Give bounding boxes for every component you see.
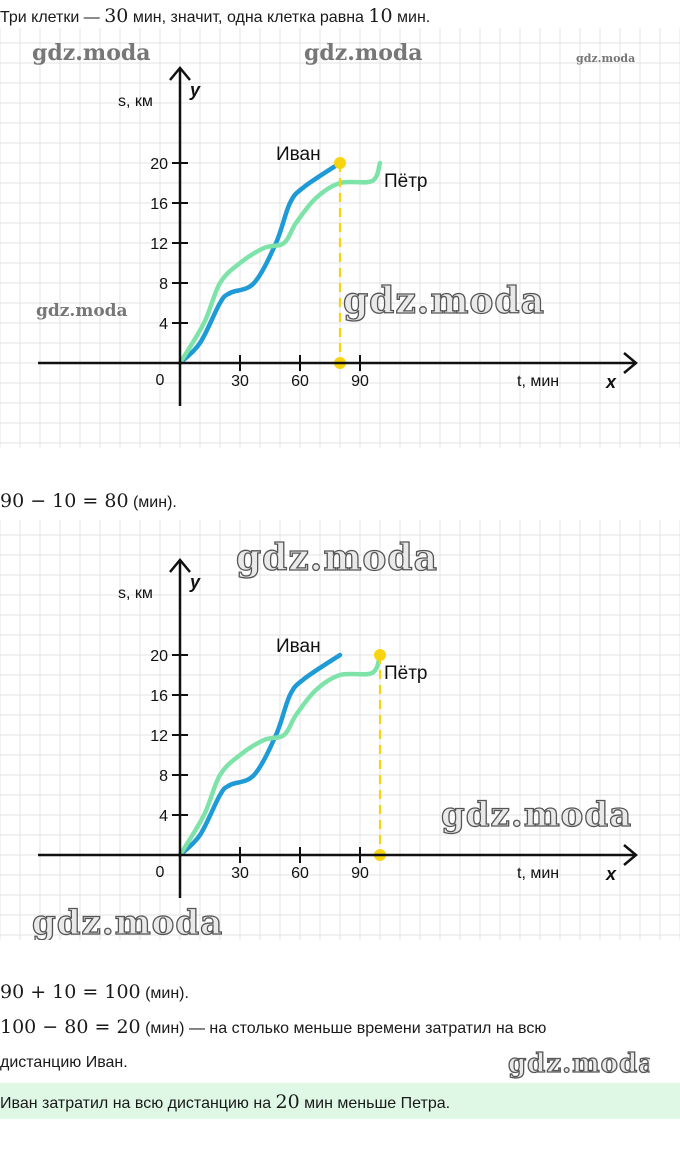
series-line [177, 160, 383, 366]
answer-pre: Иван затратил на всю дистанцию на [0, 1095, 276, 1112]
series-label-ivan: Иван [276, 144, 321, 165]
series-line [177, 160, 343, 366]
watermark: gdz.moda [236, 537, 438, 579]
x-tick-label: 30 [231, 373, 249, 390]
calc3-line: 100 − 80 = 20 (мин) — на столько меньше … [0, 1017, 546, 1039]
x-tick-label: 90 [351, 373, 369, 390]
series-label-petr: Пётр [384, 171, 428, 192]
calc3-unit: (мин) — на столько меньше времени затрат… [140, 1020, 547, 1037]
marker-point [374, 649, 386, 661]
y-axis-letter: y [189, 572, 201, 592]
x-tick-label: 90 [351, 865, 369, 882]
watermark: gdz.moda [441, 795, 632, 835]
intro-line: Три клетки — 30 мин, значит, одна клетка… [0, 6, 430, 28]
y-axis-label: s, км [118, 93, 153, 110]
x-tick-label: 60 [291, 373, 309, 390]
watermark: gdz.moda [32, 40, 151, 66]
x-tick-label: 60 [291, 865, 309, 882]
y-tick-label: 16 [150, 688, 168, 705]
marker-point [334, 157, 346, 169]
x-tick-label: 30 [231, 865, 249, 882]
x-axis-letter: x [605, 372, 617, 392]
answer-post: мин меньше Петра. [299, 1095, 451, 1112]
intro-pre: Три клетки — [0, 9, 105, 26]
answer-line: Иван затратил на всю дистанцию на 20 мин… [0, 1091, 450, 1113]
watermark: gdz.moda [36, 301, 128, 321]
watermark: gdz.moda [32, 903, 223, 940]
intro-num: 30 [104, 5, 129, 27]
y-tick-label: 20 [150, 156, 168, 173]
y-tick-label: 12 [150, 236, 168, 253]
calc1-line: 90 − 10 = 80 (мин). [0, 491, 177, 513]
y-tick-label: 8 [159, 768, 168, 785]
y-axis-arrow [169, 558, 191, 573]
answer-num: 20 [275, 1091, 300, 1113]
calc1-expr: 90 − 10 = 80 [0, 490, 129, 512]
origin-label: 0 [156, 864, 165, 881]
x-axis-label: t, мин [517, 373, 559, 390]
series-label-ivan: Иван [276, 636, 321, 657]
calc2-expr: 90 + 10 = 100 [0, 981, 141, 1003]
y-tick-label: 12 [150, 728, 168, 745]
watermark-bottom: gdz.moda [507, 1048, 650, 1079]
x-axis-label: t, мин [517, 865, 559, 882]
watermark: gdz.moda [343, 280, 545, 322]
watermark: gdz.moda [304, 40, 423, 66]
y-axis-arrow [169, 66, 191, 81]
calc1-unit: (мин). [128, 494, 177, 511]
calc3-cont: дистанцию Иван. [0, 1054, 128, 1071]
calc3-expr: 100 − 80 = 20 [0, 1016, 141, 1038]
watermark: gdz.moda [508, 1049, 650, 1079]
origin-label: 0 [156, 372, 165, 389]
series-line [177, 652, 383, 858]
y-tick-label: 4 [159, 808, 168, 825]
series-label-petr: Пётр [384, 663, 428, 684]
y-axis-label: s, км [118, 585, 153, 602]
y-tick-label: 8 [159, 276, 168, 293]
y-tick-label: 4 [159, 316, 168, 333]
y-axis-letter: y [189, 80, 201, 100]
intro-post: мин, значит, одна клетка равна [128, 9, 369, 26]
watermark: gdz.moda [576, 52, 635, 65]
calc2-line: 90 + 10 = 100 (мин). [0, 982, 189, 1004]
intro-num2: 10 [368, 5, 393, 27]
answer-box: Иван затратил на всю дистанцию на 20 мин… [0, 1083, 680, 1119]
x-axis-arrow [623, 844, 638, 866]
y-tick-label: 16 [150, 196, 168, 213]
y-tick-label: 20 [150, 648, 168, 665]
x-axis-arrow [623, 352, 638, 374]
chart-petr-marker: 30 60 90 4 8 12 16 20 0 s, км t, мин y x Иван Пётр gdz… [0, 520, 680, 940]
x-axis-letter: x [605, 864, 617, 884]
calc2-unit: (мин). [140, 985, 189, 1002]
series-line [177, 652, 343, 858]
chart-ivan-marker: 30 60 90 4 8 12 16 20 0 s, км t, мин y x Иван Пётр gdz… [0, 28, 680, 448]
intro-post2: мин. [392, 9, 431, 26]
